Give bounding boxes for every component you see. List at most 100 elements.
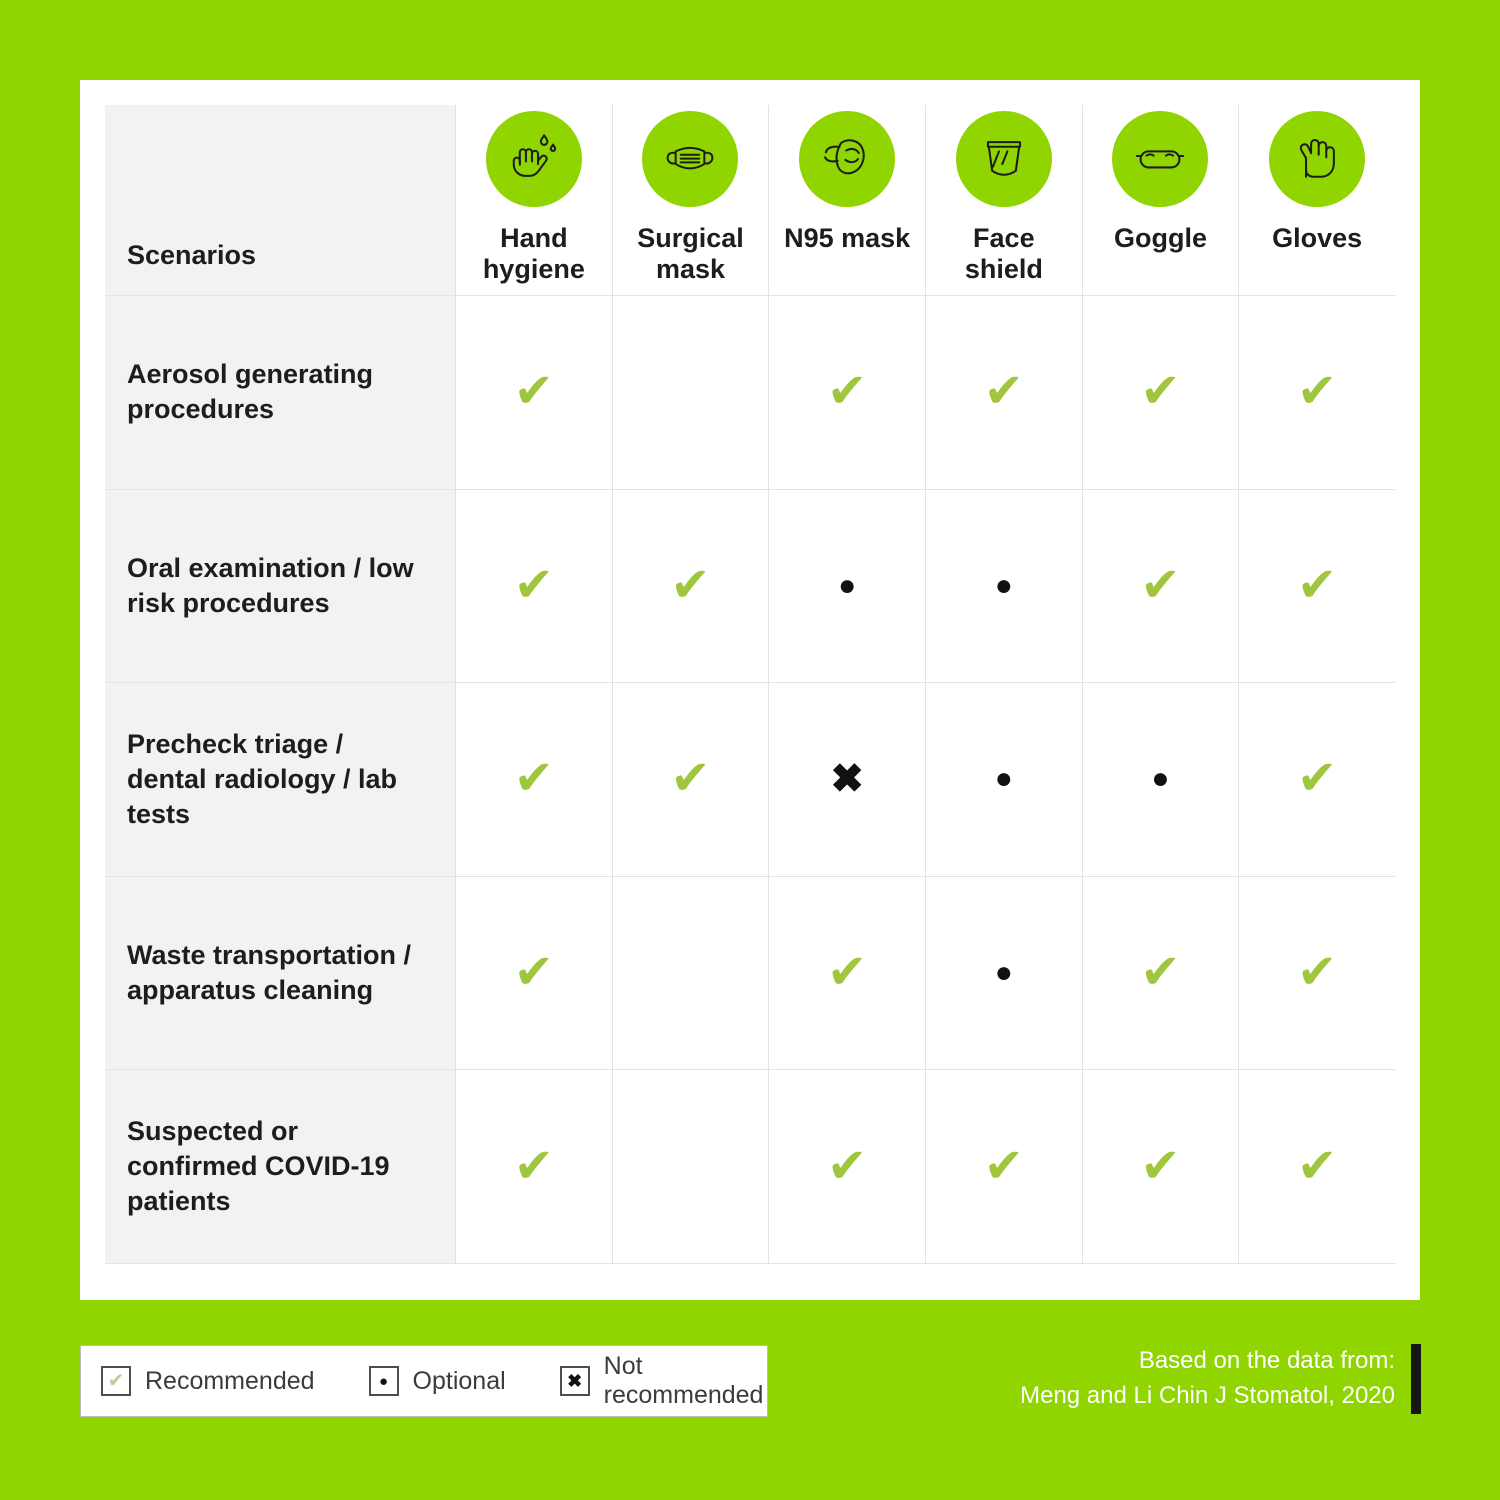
- surgical-mask-icon: [642, 111, 739, 207]
- scenario-label: Oral examination / low risk procedures: [127, 552, 414, 618]
- scenario-label: Precheck triage / dental radiology / lab…: [127, 728, 398, 830]
- recommended-icon: ✔: [513, 752, 554, 806]
- legend: ✔ Recommended ● Optional ✖ Not recommend…: [80, 1345, 768, 1417]
- scenario-label-cell: Precheck triage / dental radiology / lab…: [105, 682, 455, 876]
- status-cell-recommended: ✔: [611, 682, 769, 876]
- recommended-icon: ✔: [983, 1139, 1024, 1193]
- source-line2: Meng and Li Chin J Stomatol, 2020: [1020, 1381, 1395, 1409]
- recommended-icon: ✔: [1140, 1139, 1181, 1193]
- status-cell-recommended: ✔: [1238, 875, 1395, 1070]
- recommended-icon: ✔: [1140, 365, 1181, 419]
- status-cell-recommended: ✔: [611, 488, 769, 683]
- status-cell-recommended: ✔: [1238, 295, 1395, 489]
- legend-item-not-recommended: ✖ Not recommended: [559, 1352, 764, 1410]
- recommended-icon: ✔: [827, 365, 868, 419]
- recommended-icon: ✔: [1140, 946, 1181, 1000]
- status-cell-recommended: ✔: [1238, 1069, 1395, 1263]
- status-cell-recommended: ✔: [1238, 682, 1395, 876]
- optional-icon: ●: [994, 762, 1013, 796]
- status-cell-recommended: ✔: [768, 875, 925, 1070]
- column-label-gloves: Gloves: [1272, 223, 1363, 253]
- column-header-hand-hygiene: Hand hygiene: [455, 105, 612, 295]
- scenario-label-cell: Aerosol generating procedures: [105, 295, 455, 489]
- status-cell-recommended: ✔: [925, 1069, 1082, 1263]
- legend-item-optional: ● Optional: [368, 1366, 506, 1396]
- status-cell-recommended: ✔: [1081, 488, 1239, 683]
- legend-recommended-icon: ✔: [107, 1370, 125, 1392]
- column-header-gloves: Gloves: [1238, 105, 1395, 295]
- column-header-goggle: Goggle: [1081, 105, 1239, 295]
- status-cell-optional: ●: [1081, 682, 1239, 876]
- source-text: Based on the data from: Meng and Li Chin…: [1020, 1344, 1395, 1414]
- optional-icon: ●: [994, 568, 1013, 602]
- legend-optional-icon: ●: [379, 1372, 389, 1390]
- recommended-icon: ✔: [1297, 365, 1338, 419]
- column-label-surgical-mask: Surgical mask: [637, 223, 744, 285]
- scenario-label-cell: Suspected or confirmed COVID-19 patients: [105, 1069, 455, 1263]
- recommended-icon: ✔: [1297, 946, 1338, 1000]
- column-header-surgical-mask: Surgical mask: [611, 105, 769, 295]
- legend-item-recommended: ✔ Recommended: [101, 1366, 315, 1396]
- scenario-label-cell: Waste transportation / apparatus cleanin…: [105, 875, 455, 1070]
- scenario-label: Suspected or confirmed COVID-19 patients: [127, 1116, 390, 1217]
- status-cell-recommended: ✔: [1081, 1069, 1239, 1263]
- recommended-icon: ✔: [1297, 752, 1338, 806]
- column-label-face-shield: Face shield: [964, 223, 1043, 285]
- corner-cell: Scenarios: [105, 105, 455, 295]
- recommended-icon: ✔: [670, 752, 711, 806]
- table-card: Scenarios Hand hygiene Surgical mask N95…: [80, 80, 1420, 1300]
- face-shield-icon: [955, 111, 1052, 207]
- status-cell-optional: ●: [925, 682, 1082, 876]
- recommended-icon: ✔: [1297, 1139, 1338, 1193]
- goggle-icon: [1112, 111, 1209, 207]
- hand-hygiene-icon: [485, 111, 582, 207]
- status-cell-recommended: ✔: [1081, 875, 1239, 1070]
- recommended-icon: ✔: [1297, 558, 1338, 612]
- scenario-label: Waste transportation / apparatus cleanin…: [127, 940, 412, 1006]
- column-header-n95-mask: N95 mask: [768, 105, 925, 295]
- recommended-icon: ✔: [1140, 558, 1181, 612]
- n95-mask-icon: [799, 111, 896, 207]
- scenarios-label: Scenarios: [127, 240, 257, 270]
- recommended-icon: ✔: [513, 365, 554, 419]
- column-label-hand-hygiene: Hand hygiene: [482, 223, 585, 285]
- status-cell-recommended: ✔: [455, 1069, 612, 1263]
- recommended-icon: ✔: [513, 558, 554, 612]
- status-cell-recommended: ✔: [768, 295, 925, 489]
- status-cell-none: [611, 875, 769, 1070]
- recommended-icon: ✔: [827, 946, 868, 1000]
- status-cell-optional: ●: [925, 488, 1082, 683]
- status-cell-recommended: ✔: [455, 682, 612, 876]
- column-label-goggle: Goggle: [1113, 223, 1207, 253]
- status-cell-recommended: ✔: [455, 295, 612, 489]
- status-cell-recommended: ✔: [455, 488, 612, 683]
- status-cell-recommended: ✔: [455, 875, 612, 1070]
- recommended-icon: ✔: [513, 1139, 554, 1193]
- optional-icon: ●: [994, 956, 1013, 990]
- optional-icon: ●: [1151, 762, 1170, 796]
- scenario-label: Aerosol generating procedures: [127, 359, 374, 425]
- ppe-table: Scenarios Hand hygiene Surgical mask N95…: [105, 105, 1395, 1264]
- status-cell-optional: ●: [768, 488, 925, 683]
- not-recommended-icon: ✖: [830, 757, 864, 802]
- source-line1: Based on the data from:: [1138, 1347, 1395, 1374]
- scenario-label-cell: Oral examination / low risk procedures: [105, 488, 455, 683]
- status-cell-recommended: ✔: [925, 295, 1082, 489]
- status-cell-recommended: ✔: [1238, 488, 1395, 683]
- status-cell-recommended: ✔: [768, 1069, 925, 1263]
- legend-item-label: Optional: [412, 1366, 506, 1395]
- status-cell-none: [611, 1069, 769, 1263]
- legend-symbol-box: ✔: [101, 1366, 131, 1396]
- legend-item-label: Not recommended: [603, 1352, 764, 1409]
- source-attribution: Based on the data from: Meng and Li Chin…: [1020, 1344, 1421, 1414]
- legend-not-recommended-icon: ✖: [567, 1371, 583, 1391]
- gloves-icon: [1269, 111, 1366, 207]
- legend-symbol-box: ●: [368, 1366, 399, 1396]
- recommended-icon: ✔: [513, 946, 554, 1000]
- status-cell-not-recommended: ✖: [768, 682, 925, 876]
- recommended-icon: ✔: [983, 365, 1024, 419]
- status-cell-none: [611, 295, 769, 489]
- recommended-icon: ✔: [827, 1139, 868, 1193]
- legend-symbol-box: ✖: [559, 1366, 590, 1396]
- column-label-n95-mask: N95 mask: [784, 223, 911, 253]
